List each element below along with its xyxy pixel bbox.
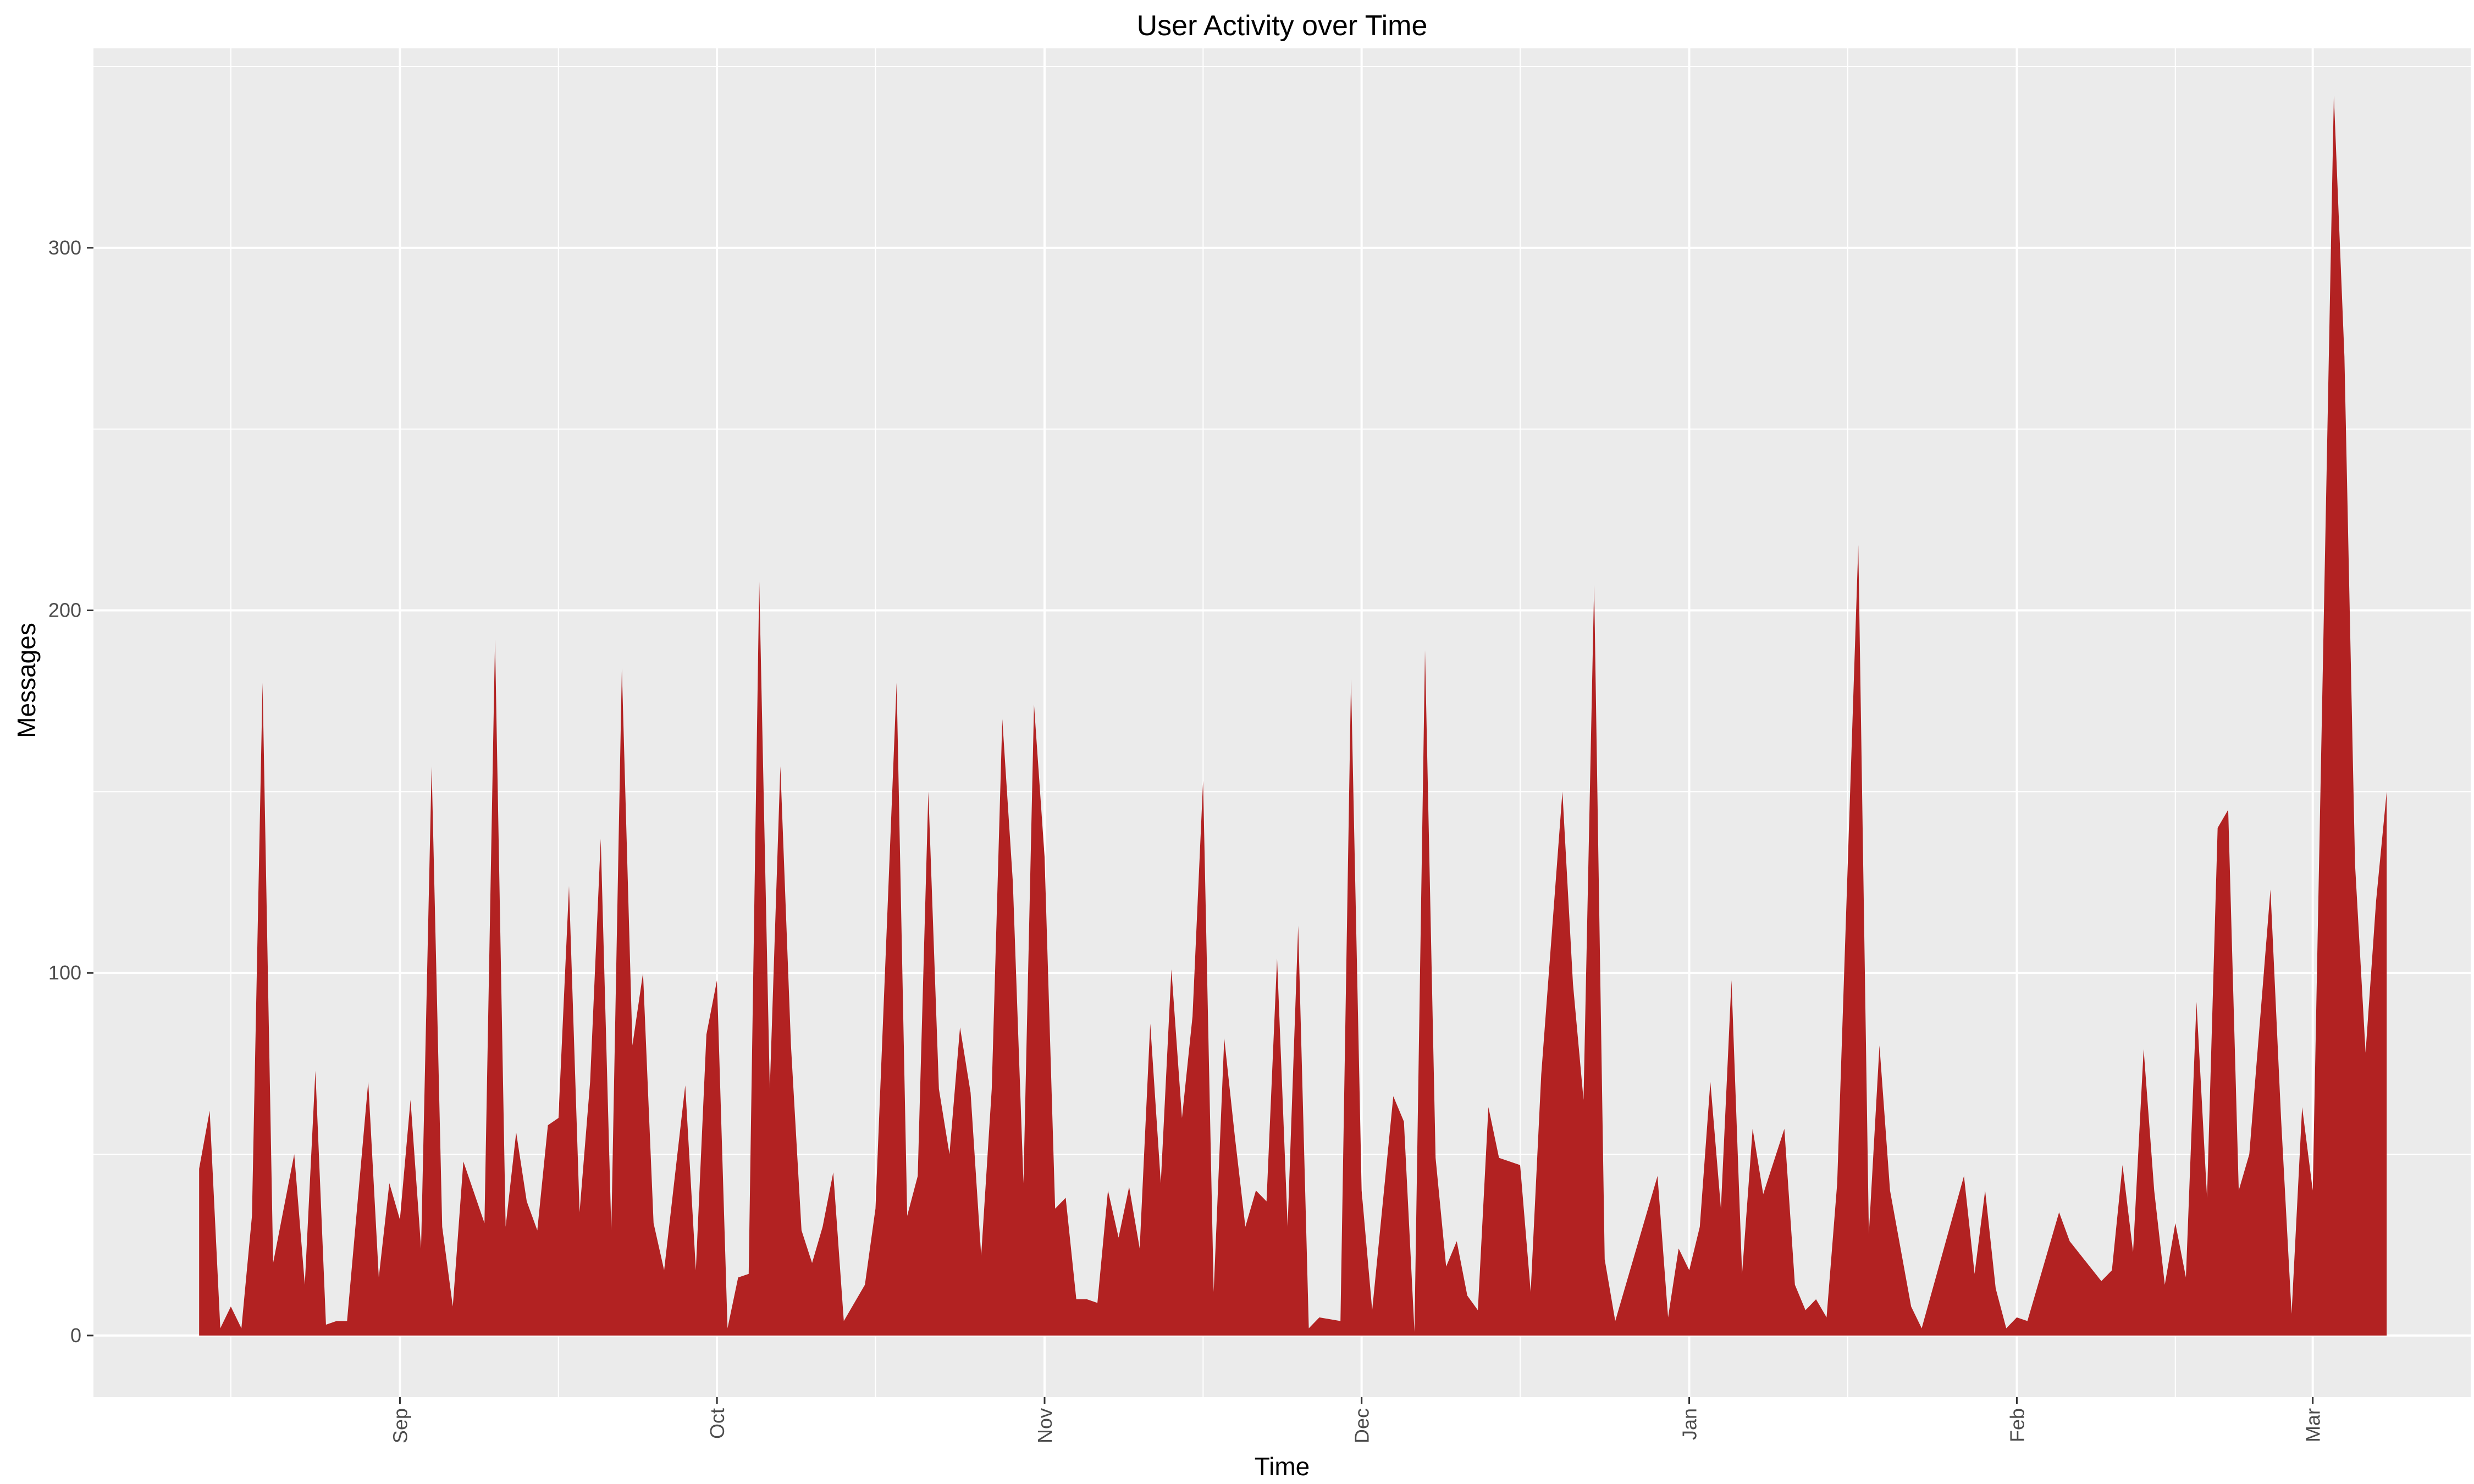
x-axis: Sep Oct Nov Dec Jan Feb Mar bbox=[389, 1397, 2324, 1443]
x-tick-label: Mar bbox=[2302, 1408, 2324, 1442]
x-tick-label: Jan bbox=[1678, 1408, 1701, 1440]
y-tick-label: 200 bbox=[48, 599, 81, 622]
messages-area bbox=[199, 95, 2387, 1336]
x-tick-label: Feb bbox=[2006, 1408, 2028, 1442]
x-tick-label: Nov bbox=[1034, 1408, 1056, 1443]
y-tick-label: 300 bbox=[48, 236, 81, 259]
y-axis: 0 100 200 300 bbox=[48, 236, 93, 1347]
y-tick-label: 100 bbox=[48, 961, 81, 984]
y-axis-title: Messages bbox=[12, 623, 41, 738]
x-axis-title: Time bbox=[1255, 1452, 1310, 1481]
chart-title: User Activity over Time bbox=[1137, 10, 1428, 42]
x-tick-label: Dec bbox=[1351, 1408, 1373, 1443]
x-tick-label: Oct bbox=[706, 1408, 728, 1439]
y-tick-label: 0 bbox=[70, 1324, 81, 1347]
x-tick-label: Sep bbox=[389, 1408, 411, 1443]
